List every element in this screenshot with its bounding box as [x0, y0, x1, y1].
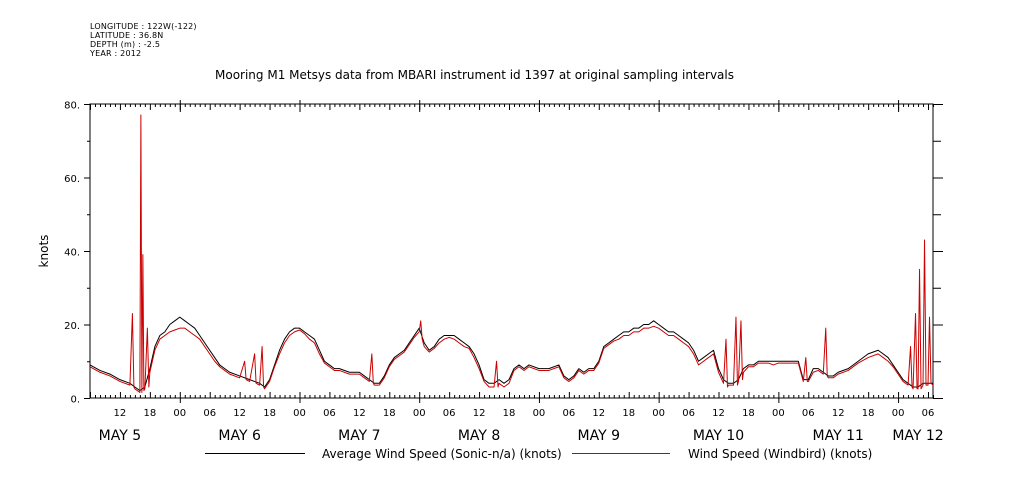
- x-hour-tick-label: 06: [443, 408, 456, 419]
- legend-label-1: Wind Speed (Windbird) (knots): [688, 447, 872, 461]
- x-hour-tick-label: 18: [383, 408, 396, 419]
- series-line-average-wind-speed: [89, 316, 933, 392]
- latitude-label: LATITUDE : 36.8N: [90, 31, 164, 40]
- longitude-label: LONGITUDE : 122W(-122): [90, 22, 197, 31]
- chart-title: Mooring M1 Metsys data from MBARI instru…: [215, 68, 734, 82]
- x-day-label: MAY 8: [458, 428, 500, 444]
- series-line-windbird-wind-speed: [89, 114, 934, 393]
- y-axis-label: knots: [37, 235, 51, 268]
- year-label: YEAR : 2012: [90, 49, 142, 58]
- x-hour-tick-label: 12: [233, 408, 246, 419]
- plot-frame: [89, 103, 934, 399]
- x-hour-tick-label: 06: [802, 408, 815, 419]
- y-tick-label: 20.: [64, 321, 80, 332]
- legend-label-0: Average Wind Speed (Sonic-n/a) (knots): [322, 447, 562, 461]
- x-hour-tick-label: 18: [622, 408, 635, 419]
- depth-label: DEPTH (m) : -2.5: [90, 40, 161, 49]
- x-hour-tick-label: 18: [263, 408, 276, 419]
- x-hour-tick-label: 18: [862, 408, 875, 419]
- y-tick-label: 60.: [64, 174, 80, 185]
- x-hour-tick-label: 12: [473, 408, 486, 419]
- x-hour-tick-label: 00: [652, 408, 665, 419]
- x-hour-tick-label: 18: [143, 408, 156, 419]
- x-hour-tick-label: 12: [592, 408, 605, 419]
- x-day-label: MAY 5: [99, 428, 141, 444]
- y-tick-label: 40.: [64, 248, 80, 259]
- x-hour-tick-label: 12: [832, 408, 845, 419]
- x-hour-tick-label: 06: [922, 408, 935, 419]
- x-hour-tick-label: 06: [562, 408, 575, 419]
- x-hour-tick-label: 00: [293, 408, 306, 419]
- x-hour-tick-label: 12: [114, 408, 127, 419]
- x-hour-tick-label: 00: [173, 408, 186, 419]
- x-hour-tick-label: 00: [533, 408, 546, 419]
- x-hour-tick-label: 18: [503, 408, 516, 419]
- x-hour-tick-label: 06: [203, 408, 216, 419]
- x-day-label: MAY 6: [218, 428, 261, 444]
- x-day-label: MAY 9: [578, 428, 620, 444]
- x-hour-tick-label: 00: [892, 408, 905, 419]
- x-hour-tick-label: 00: [772, 408, 785, 419]
- x-day-label: MAY 7: [338, 428, 380, 444]
- y-tick-label: 0.: [70, 395, 80, 406]
- x-hour-tick-label: 12: [712, 408, 725, 419]
- y-tick-label: 80.: [64, 101, 80, 112]
- x-hour-tick-label: 18: [742, 408, 755, 419]
- x-day-label: MAY 11: [813, 428, 864, 444]
- x-hour-tick-label: 06: [682, 408, 695, 419]
- x-day-label: MAY 10: [693, 428, 744, 444]
- x-hour-tick-label: 00: [413, 408, 426, 419]
- x-hour-tick-label: 12: [353, 408, 366, 419]
- x-day-label: MAY 12: [892, 428, 943, 444]
- x-hour-tick-label: 06: [323, 408, 336, 419]
